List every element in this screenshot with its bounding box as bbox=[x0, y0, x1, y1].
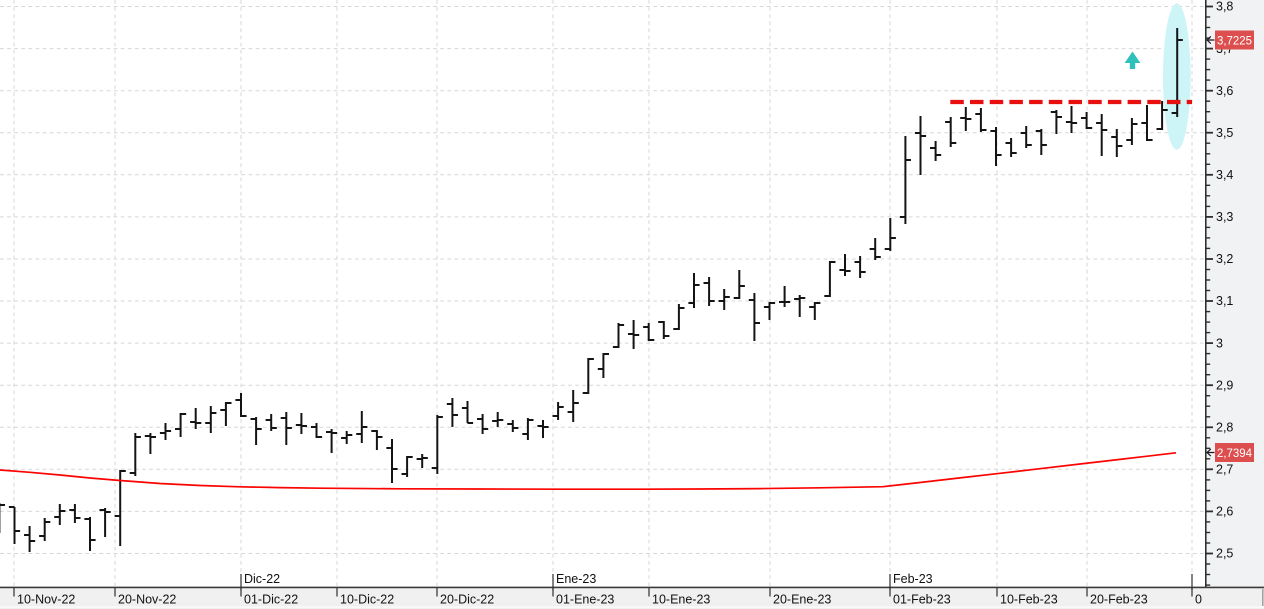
svg-text:3,6: 3,6 bbox=[1216, 84, 1233, 98]
svg-text:20-Dic-22: 20-Dic-22 bbox=[440, 593, 494, 607]
svg-text:01-Feb-23: 01-Feb-23 bbox=[893, 593, 951, 607]
svg-text:3,7225: 3,7225 bbox=[1217, 34, 1252, 48]
svg-text:01-Ene-23: 01-Ene-23 bbox=[556, 593, 614, 607]
svg-text:2,9: 2,9 bbox=[1216, 378, 1233, 392]
svg-text:Ene-23: Ene-23 bbox=[556, 572, 596, 586]
svg-text:3,1: 3,1 bbox=[1216, 294, 1233, 308]
svg-text:Feb-23: Feb-23 bbox=[893, 572, 933, 586]
svg-text:10-Ene-23: 10-Ene-23 bbox=[652, 593, 710, 607]
svg-text:3,4: 3,4 bbox=[1216, 168, 1233, 182]
svg-text:0: 0 bbox=[1195, 593, 1202, 607]
svg-text:3,2: 3,2 bbox=[1216, 252, 1233, 266]
svg-text:10-Feb-23: 10-Feb-23 bbox=[1000, 593, 1058, 607]
svg-text:3,5: 3,5 bbox=[1216, 126, 1233, 140]
svg-text:Dic-22: Dic-22 bbox=[244, 572, 280, 586]
svg-text:20-Ene-23: 20-Ene-23 bbox=[773, 593, 831, 607]
svg-text:3,8: 3,8 bbox=[1216, 0, 1233, 14]
svg-text:2,6: 2,6 bbox=[1216, 505, 1233, 519]
svg-text:20-Nov-22: 20-Nov-22 bbox=[118, 593, 176, 607]
svg-text:10-Dic-22: 10-Dic-22 bbox=[340, 593, 394, 607]
svg-text:2,7394: 2,7394 bbox=[1217, 446, 1252, 460]
svg-text:01-Dic-22: 01-Dic-22 bbox=[244, 593, 298, 607]
svg-text:10-Nov-22: 10-Nov-22 bbox=[17, 593, 75, 607]
svg-text:2,8: 2,8 bbox=[1216, 421, 1233, 435]
svg-text:3: 3 bbox=[1216, 336, 1223, 350]
svg-text:2,7: 2,7 bbox=[1216, 463, 1233, 477]
svg-text:2,5: 2,5 bbox=[1216, 547, 1233, 561]
svg-text:20-Feb-23: 20-Feb-23 bbox=[1090, 593, 1148, 607]
svg-text:3,3: 3,3 bbox=[1216, 210, 1233, 224]
